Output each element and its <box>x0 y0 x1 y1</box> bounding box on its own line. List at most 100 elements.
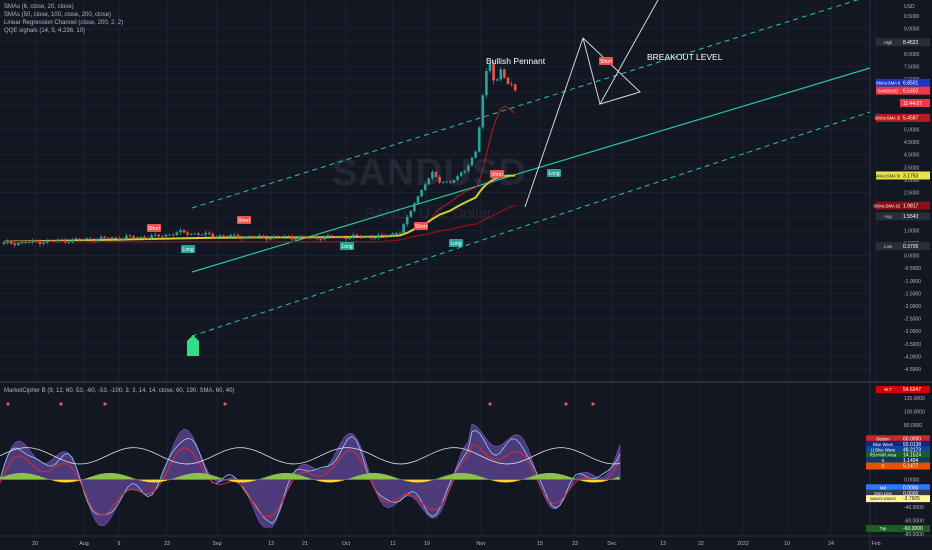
channel-upper <box>191 0 859 209</box>
osc-tag-name <box>866 489 900 497</box>
candle-body <box>92 240 96 242</box>
osc-tag-text: Blue Wave <box>873 442 894 447</box>
sell-dot <box>488 402 492 406</box>
candle-body <box>6 241 9 243</box>
oscillator-legend[interactable]: MarketCipher B (9, 12, 60, 53, -60, -53,… <box>4 388 235 394</box>
candle-body <box>27 242 31 243</box>
candle-body <box>157 234 161 237</box>
signal-short <box>490 170 504 178</box>
sma20-line <box>432 105 516 217</box>
legend-sma6[interactable]: SMAs (6, close, 20, close) <box>4 4 74 10</box>
time-tick: 22 <box>698 541 704 547</box>
sell-dot <box>59 402 63 406</box>
candle-body <box>312 236 315 238</box>
price-tick: -2.5000 <box>904 317 921 323</box>
time-axis[interactable]: 20 Aug 9 23 Sep 13 21 Oct 11 19 Nov 15 23 Dec 13 22 2022… <box>32 541 880 547</box>
time-tick: 13 <box>268 541 274 547</box>
time-tick: 23 <box>164 541 170 547</box>
price-tag-value <box>900 38 930 47</box>
osc-tag-name <box>866 446 900 454</box>
candle-body <box>168 234 171 236</box>
price-tag-text: Avg <box>884 214 892 219</box>
time-tick: 21 <box>302 541 308 547</box>
legend-regression[interactable]: Linear Regression Channel (close, 200, 2… <box>4 20 124 26</box>
annotation-breakout: BREAKOUT LEVEL <box>647 52 723 62</box>
sell-dot <box>223 402 227 406</box>
osc-tag-text: -3.7905 <box>903 496 920 502</box>
candle-body <box>456 176 459 181</box>
osc-tag-name <box>866 525 900 533</box>
candle-body <box>398 232 402 234</box>
candle-body <box>218 235 222 237</box>
candle-body <box>323 236 326 240</box>
candle-body <box>110 237 114 239</box>
candle-body <box>247 236 251 238</box>
candle-body <box>117 238 121 240</box>
candle-body <box>344 237 348 239</box>
price-tag-name <box>876 171 900 180</box>
price-tag-text: 1.9817 <box>903 203 919 209</box>
oscillator-axis[interactable]: 120.0000100.000080.000060.000040.000020.… <box>866 386 930 538</box>
candle-body <box>301 236 305 238</box>
price-tick: -1.5000 <box>904 291 921 297</box>
price-tag-text: 1.5543 <box>903 214 919 220</box>
osc-tag-value <box>900 457 930 465</box>
osc-tag-value <box>900 484 930 492</box>
candle-body <box>503 69 506 78</box>
price-tag-text: SANDUSD <box>878 88 898 93</box>
candle-body <box>240 237 243 239</box>
time-tick: 24 <box>828 541 834 547</box>
osc-tag-text: K <box>882 458 885 463</box>
time-tick: 9 <box>118 541 121 547</box>
legend-sma-long[interactable]: SMAs (50, close, 100, close, 200, close) <box>4 12 112 18</box>
candle-body <box>171 234 175 236</box>
time-tick: Sep <box>212 541 221 547</box>
candle-body <box>506 77 510 84</box>
price-tag-text: 8.4622 <box>903 40 919 46</box>
candle-body <box>164 234 168 237</box>
candle-body <box>78 238 81 241</box>
price-tag-name <box>876 242 900 251</box>
candle-body <box>449 181 452 183</box>
price-axis[interactable]: USD9.50009.00008.50008.00007.50007.00006… <box>873 4 930 373</box>
candle-body <box>143 236 146 239</box>
price-tick: 0.0000 <box>904 254 920 260</box>
legend-qqe[interactable]: QQE signals (14, 5, 4.236, 10) <box>4 28 86 34</box>
candle-body <box>495 79 499 81</box>
candles <box>2 60 517 248</box>
price-tag-text: 0.3705 <box>903 244 919 250</box>
watermark-subtitle: SAND / U.S. Dollar <box>365 205 492 222</box>
price-tick: 4.5000 <box>904 140 920 146</box>
candle-body <box>287 236 290 237</box>
candle-body <box>384 234 387 237</box>
osc-tag-value <box>900 495 930 503</box>
osc-tag-value <box>900 462 930 470</box>
osc-tag-value <box>900 446 930 454</box>
candle-body <box>333 237 337 238</box>
candle-body <box>146 238 150 239</box>
price-tag-name <box>876 201 900 210</box>
sma100-line <box>4 204 516 243</box>
time-tick: 19 <box>424 541 430 547</box>
candle-body <box>200 234 204 236</box>
candle-body <box>215 236 218 238</box>
candle-body <box>413 203 416 211</box>
time-tick: 20 <box>32 541 38 547</box>
sell-dot <box>103 402 107 406</box>
candle-body <box>161 236 164 238</box>
candle-body <box>254 236 258 238</box>
osc-tag-name <box>866 484 900 492</box>
candle-body <box>265 237 269 240</box>
time-tick: 10 <box>784 541 790 547</box>
osc-tick: 80.0000 <box>904 423 922 429</box>
candle-body <box>488 64 492 72</box>
osc-tag-value <box>900 451 930 459</box>
signal-short <box>237 216 251 224</box>
price-tag-text: 6.8501 <box>903 81 919 87</box>
price-tag-name <box>876 78 900 87</box>
candle-body <box>24 241 27 243</box>
candle-body <box>121 238 125 240</box>
price-tag-value <box>900 78 930 87</box>
osc-tag-name <box>866 495 900 503</box>
signal-text: Long <box>341 244 352 250</box>
